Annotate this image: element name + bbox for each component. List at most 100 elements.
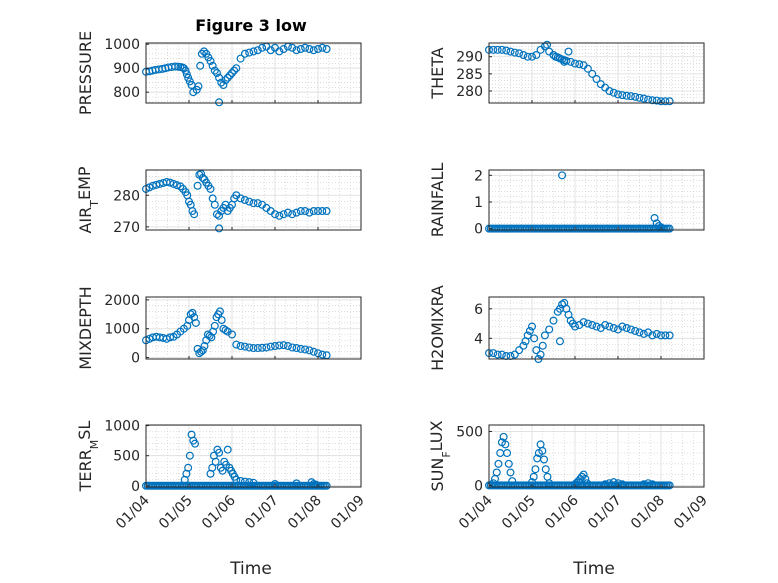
data-point xyxy=(570,59,579,68)
y-axis-label: H2OMIXRA xyxy=(428,285,447,371)
data-point xyxy=(271,210,280,219)
y-tick-label: 4 xyxy=(474,331,483,347)
data-point xyxy=(510,48,519,57)
data-point xyxy=(288,210,297,219)
data-point xyxy=(221,326,230,335)
data-point xyxy=(592,74,601,83)
y-tick-label: 290 xyxy=(456,50,483,66)
y-tick-label: 285 xyxy=(456,67,483,83)
subplot-pressure: 800 900 1000 PRESSURE xyxy=(76,31,362,115)
data-point xyxy=(564,47,573,56)
x-tick-label: 01/07 xyxy=(585,493,625,533)
data-point xyxy=(200,47,209,56)
subplot-rainfall: 0 1 2 RAINFALL xyxy=(428,163,705,238)
data-point xyxy=(648,96,657,105)
data-point xyxy=(538,341,547,350)
data-point xyxy=(191,439,200,448)
data-point xyxy=(525,326,534,335)
data-point xyxy=(656,223,665,232)
y-tick-label: 0 xyxy=(131,351,140,367)
y-tick-label: 2000 xyxy=(104,293,140,309)
data-point xyxy=(661,331,670,340)
y-axis-label: PRESSURE xyxy=(76,31,95,115)
y-axis-label: AIRTEMP xyxy=(75,166,101,233)
y-tick-label: 2 xyxy=(474,168,483,184)
data-point xyxy=(523,52,532,61)
data-point xyxy=(266,46,275,55)
data-point xyxy=(215,211,224,220)
y-tick-label: 1000 xyxy=(104,37,140,53)
data-point xyxy=(656,331,665,340)
subplot-air_temp: 270 280 AIRTEMP xyxy=(75,166,362,236)
data-point xyxy=(228,330,237,339)
data-point xyxy=(493,45,502,54)
data-point xyxy=(193,181,202,190)
data-point xyxy=(605,86,614,95)
data-point xyxy=(635,328,644,337)
data-point xyxy=(305,208,314,217)
data-point xyxy=(540,331,549,340)
data-point xyxy=(196,61,205,70)
y-tick-label: 0 xyxy=(474,222,483,238)
data-point xyxy=(225,71,234,80)
data-point xyxy=(245,197,254,206)
y-tick-label: 900 xyxy=(113,61,140,77)
data-point xyxy=(253,344,262,353)
data-point xyxy=(665,481,674,490)
data-point xyxy=(190,210,199,219)
data-point xyxy=(191,318,200,327)
data-point xyxy=(296,44,305,53)
x-tick-label: 01/05 xyxy=(499,493,539,533)
data-point xyxy=(609,324,618,333)
data-point xyxy=(318,350,327,359)
data-point xyxy=(540,455,549,464)
data-point xyxy=(549,316,558,325)
data-point xyxy=(609,88,618,97)
data-point xyxy=(665,331,674,340)
data-point xyxy=(262,343,271,352)
data-point xyxy=(648,331,657,340)
data-point xyxy=(318,43,327,52)
data-point xyxy=(551,52,560,61)
data-point xyxy=(648,480,657,489)
data-point xyxy=(188,308,197,317)
figure-title: Figure 3 low xyxy=(195,16,307,35)
data-point xyxy=(240,49,249,58)
data-point xyxy=(519,341,528,350)
data-point xyxy=(322,44,331,53)
data-point xyxy=(322,207,331,216)
y-axis-label: THETA xyxy=(428,47,447,99)
x-tick-label: 01/05 xyxy=(156,493,196,533)
data-point xyxy=(309,207,318,216)
y-tick-label: 6 xyxy=(474,302,483,318)
data-point xyxy=(296,344,305,353)
data-point xyxy=(665,97,674,106)
data-point xyxy=(181,66,190,75)
y-tick-label: 270 xyxy=(113,220,140,236)
data-point xyxy=(581,474,590,483)
data-point xyxy=(190,313,199,322)
data-point xyxy=(253,46,262,55)
y-axis-label: TERRMSL xyxy=(75,421,101,493)
data-point xyxy=(236,54,245,63)
data-point xyxy=(501,440,510,449)
data-point xyxy=(301,43,310,52)
data-point xyxy=(211,457,220,466)
x-axis-label-left: Time xyxy=(229,559,272,579)
data-point xyxy=(279,341,288,350)
data-point xyxy=(489,45,498,54)
data-point xyxy=(249,199,258,208)
data-point xyxy=(626,92,635,101)
data-point xyxy=(536,350,545,359)
data-point xyxy=(271,342,280,351)
data-point xyxy=(236,194,245,203)
axes-box xyxy=(488,296,705,360)
data-point xyxy=(232,340,241,349)
data-point xyxy=(194,82,203,91)
y-tick-label: 280 xyxy=(456,84,483,100)
data-point xyxy=(210,200,219,209)
y-tick-label: 1 xyxy=(474,195,483,211)
data-point xyxy=(197,49,206,58)
y-axis-label: MIXDEPTH xyxy=(76,286,95,369)
